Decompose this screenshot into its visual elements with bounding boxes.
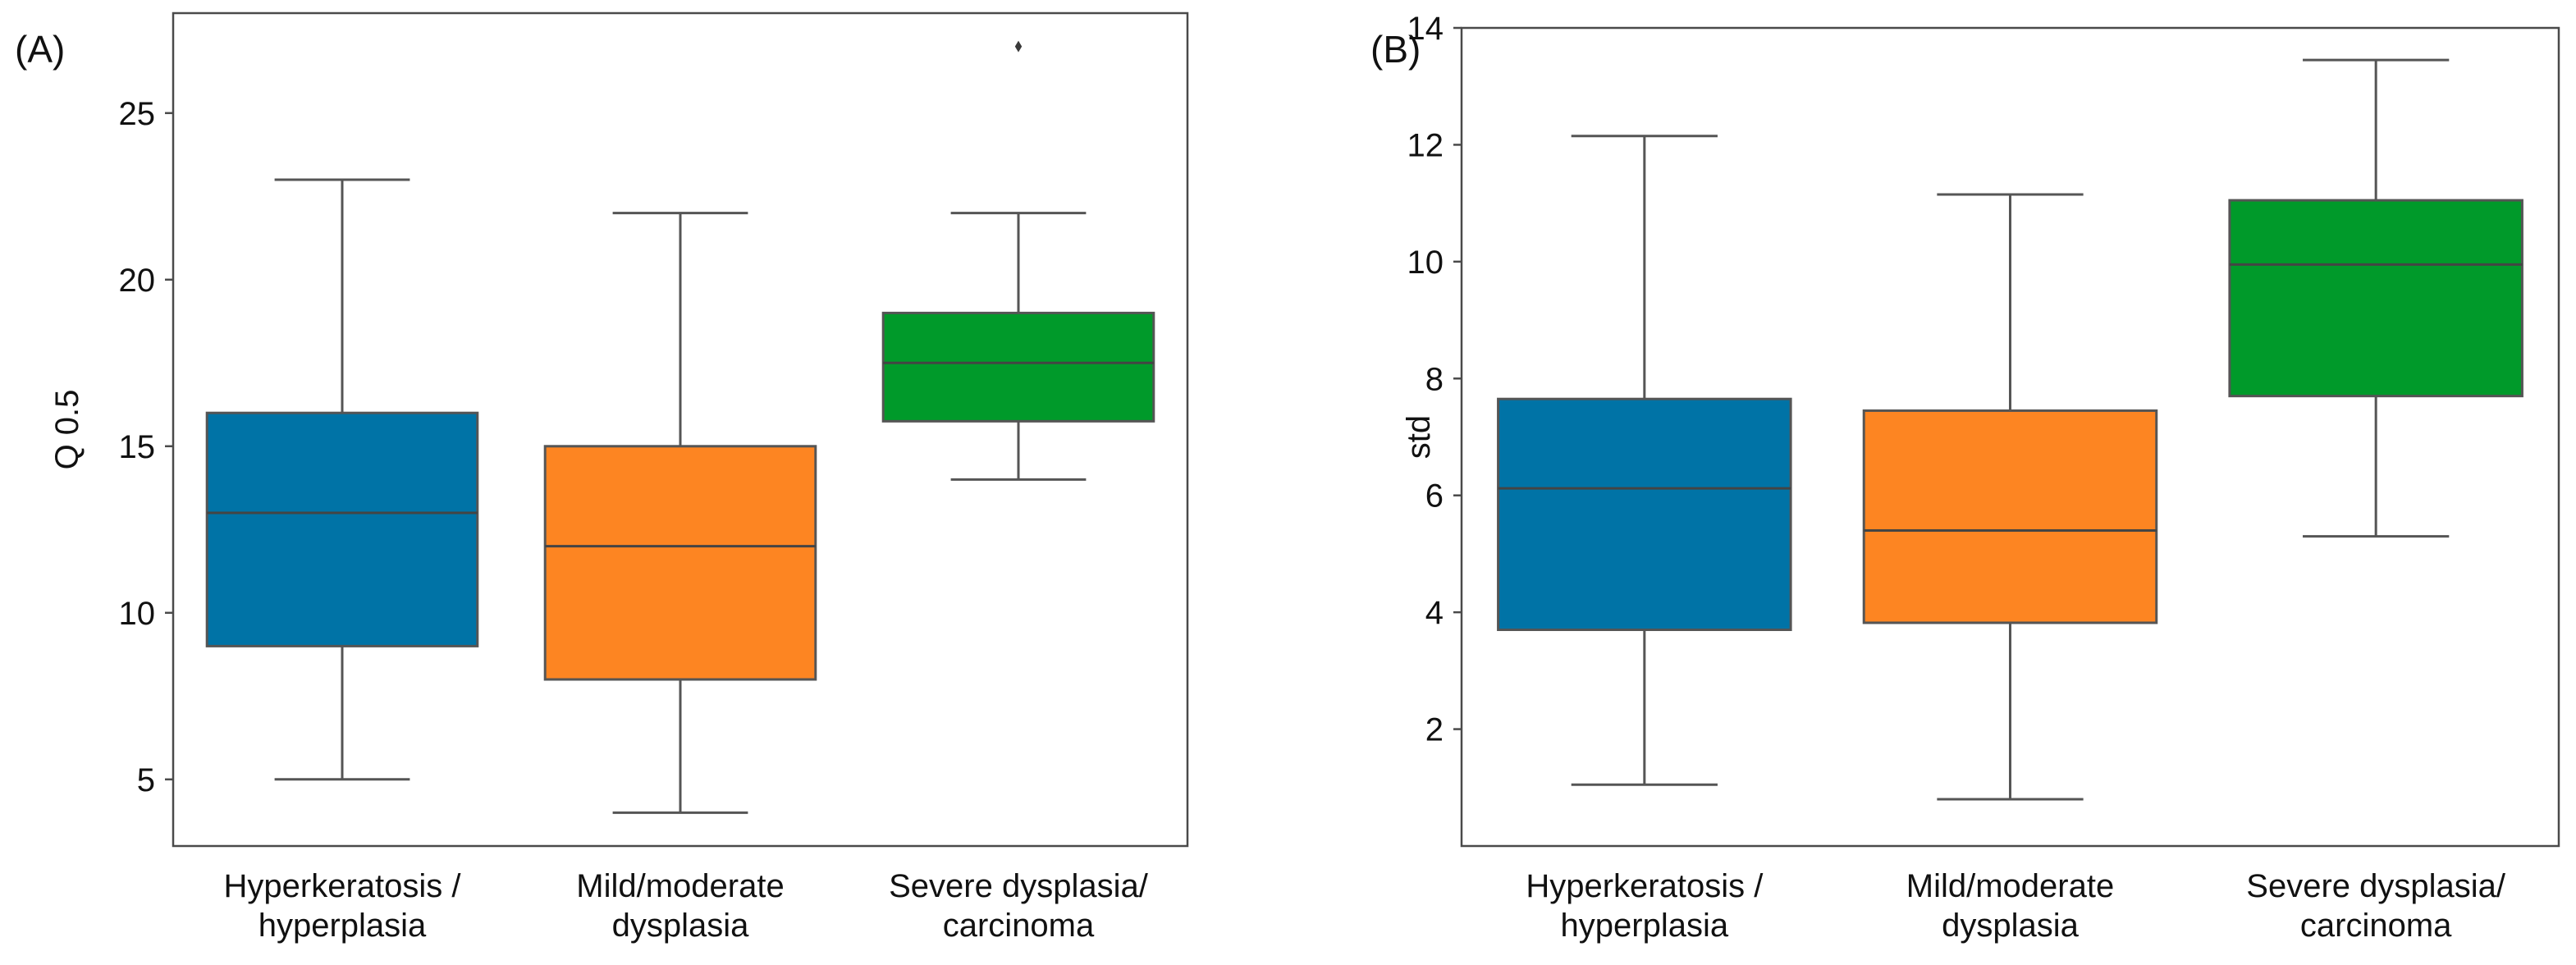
y-tick-label: 4 xyxy=(1425,595,1444,631)
y-tick-label: 15 xyxy=(119,429,156,465)
panel-label: (A) xyxy=(15,28,65,71)
x-category-label-line1: Hyperkeratosis / xyxy=(224,868,462,904)
x-category-label-line1: Severe dysplasia/ xyxy=(2246,868,2506,904)
y-tick-label: 5 xyxy=(137,762,155,798)
y-tick-label: 2 xyxy=(1425,712,1444,748)
box xyxy=(881,311,1155,423)
chart-panel-a: (A) Q 0.5 5 10 15 20 25 Hyperkeratosis / hyperpl… xyxy=(15,11,1189,944)
y-axis-title: Q 0.5 xyxy=(49,390,85,470)
y-axis-title: std xyxy=(1401,415,1437,459)
box xyxy=(205,411,479,647)
y-tick-label: 10 xyxy=(119,596,156,632)
x-category-label-line2: carcinoma xyxy=(943,908,1095,944)
y-tick-label: 8 xyxy=(1425,361,1444,397)
y-tick-label: 10 xyxy=(1407,245,1444,281)
panel-label: (B) xyxy=(1370,28,1421,71)
x-category-label-line2: hyperplasia xyxy=(1561,908,1729,944)
x-category-label-line2: dysplasia xyxy=(612,908,750,944)
box xyxy=(1862,409,2158,624)
outlier-point xyxy=(1014,40,1023,53)
chart-panel-b: (B) std 2 4 6 8 10 12 14 Hyperkeratosis / hyperpla… xyxy=(1370,11,2560,944)
box xyxy=(1497,397,1792,632)
y-tick-label: 20 xyxy=(119,263,156,299)
x-category-label-line2: carcinoma xyxy=(2300,908,2452,944)
x-category-label-line1: Mild/moderate xyxy=(1906,868,2114,904)
plot-frame xyxy=(1460,26,2560,848)
y-tick-label: 25 xyxy=(119,96,156,132)
plot-frame xyxy=(172,11,1189,848)
y-tick-label: 14 xyxy=(1407,11,1444,47)
y-tick-label: 6 xyxy=(1425,478,1444,515)
x-category-label-line2: dysplasia xyxy=(1942,908,2080,944)
x-category-label-line1: Hyperkeratosis / xyxy=(1526,868,1764,904)
x-category-label-line2: hyperplasia xyxy=(259,908,427,944)
x-category-label-line1: Mild/moderate xyxy=(576,868,784,904)
box xyxy=(2228,199,2523,398)
x-category-label-line1: Severe dysplasia/ xyxy=(889,868,1149,904)
y-tick-label: 12 xyxy=(1407,127,1444,163)
box xyxy=(543,445,817,681)
